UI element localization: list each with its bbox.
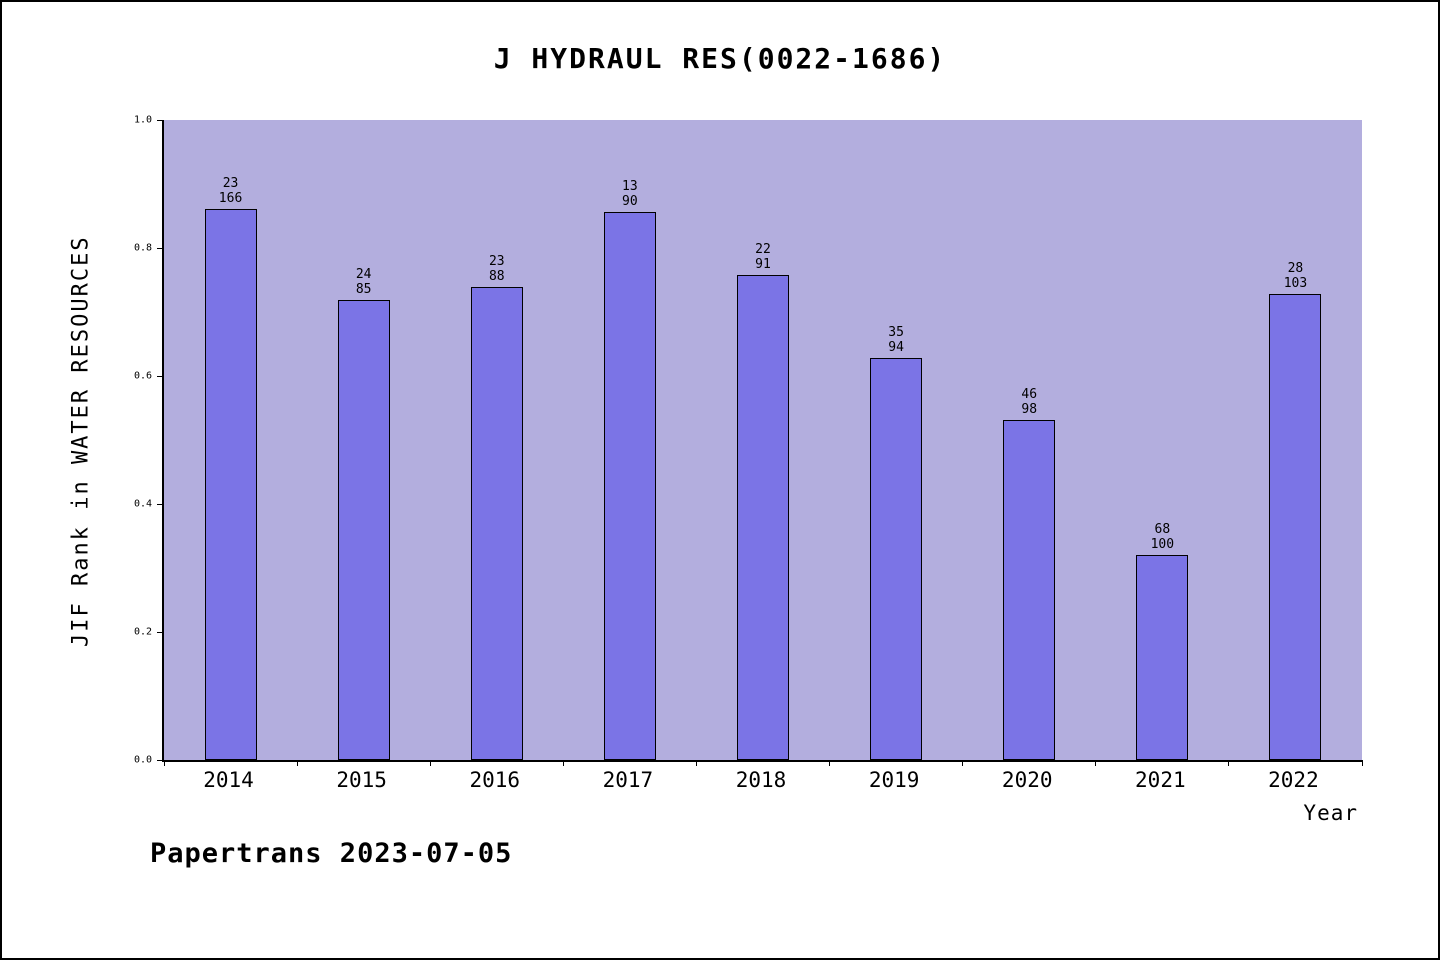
bar-2020	[1003, 420, 1056, 760]
x-tick-mark	[1361, 760, 1363, 766]
bar-value-label-2020: 46 98	[1021, 387, 1038, 418]
x-tick-label-2021: 2021	[1135, 768, 1186, 792]
x-tick-label-2018: 2018	[735, 768, 787, 792]
bar-value-label-2014: 23 166	[218, 175, 243, 206]
bar-value-label-2016: 23 88	[488, 254, 505, 285]
bar-2017	[603, 212, 656, 760]
plot-area: 0.0 0.2 0.4 0.6 0.8 1.0 23 166 24 85 23 88 13 90 2…	[134, 115, 1363, 766]
bar-2014	[204, 208, 257, 760]
x-tick-label-2019: 2019	[868, 768, 920, 792]
x-tick-label-2015: 2015	[336, 768, 387, 792]
x-tick-mark	[962, 760, 964, 766]
y-tick-label: 1.0	[133, 114, 152, 126]
x-tick-label-2014: 2014	[203, 768, 254, 792]
bar-value-label-2022: 28 103	[1283, 261, 1308, 292]
bar-value-label-2017: 13 90	[622, 179, 638, 210]
x-tick-mark	[695, 760, 697, 766]
y-tick-mark	[157, 375, 164, 377]
y-tick-mark	[157, 759, 164, 761]
x-tick-mark	[1095, 760, 1097, 766]
x-tick-mark	[429, 760, 431, 766]
bar-2016	[470, 287, 523, 760]
y-tick-mark	[157, 247, 164, 249]
y-tick-label: 0.8	[133, 242, 152, 254]
footer-text: Papertrans 2023-07-05	[150, 838, 513, 869]
bar-value-label-2019: 35 94	[888, 325, 904, 356]
y-axis-label: JIF Rank in WATER RESOURCES	[68, 235, 94, 647]
x-tick-mark	[1228, 760, 1230, 766]
x-tick-mark	[829, 760, 831, 766]
x-tick-label-2022: 2022	[1268, 768, 1319, 792]
bar-2021	[1136, 555, 1189, 760]
bar-2022	[1269, 294, 1322, 760]
y-tick-label: 0.6	[133, 370, 152, 382]
x-axis-label: Year	[1303, 801, 1358, 825]
bar-2019	[870, 358, 923, 760]
x-tick-mark	[562, 760, 564, 766]
x-tick-mark	[296, 760, 298, 766]
y-tick-mark	[157, 631, 164, 633]
y-tick-label: 0.2	[133, 626, 152, 638]
bar-value-label-2021: 68 100	[1150, 522, 1175, 553]
x-tick-label-2016: 2016	[469, 768, 521, 792]
y-tick-label: 0.0	[133, 754, 152, 766]
bar-2018	[737, 274, 789, 760]
chart-title: J HYDRAUL RES(0022-1686)	[493, 42, 947, 75]
x-tick-label-2020: 2020	[1001, 768, 1053, 792]
x-axis-tick-labels: 2014 2015 2016 2017 2018 2019 2020 2021 2022	[162, 768, 1362, 798]
y-tick-label: 0.4	[133, 498, 152, 510]
y-tick-mark	[157, 503, 164, 505]
bar-value-label-2018: 22 91	[755, 241, 771, 272]
x-tick-mark	[163, 760, 165, 766]
bar-2015	[337, 300, 390, 760]
bar-value-label-2015: 24 85	[355, 267, 372, 298]
y-tick-mark	[157, 119, 164, 121]
x-tick-label-2017: 2017	[602, 768, 654, 792]
